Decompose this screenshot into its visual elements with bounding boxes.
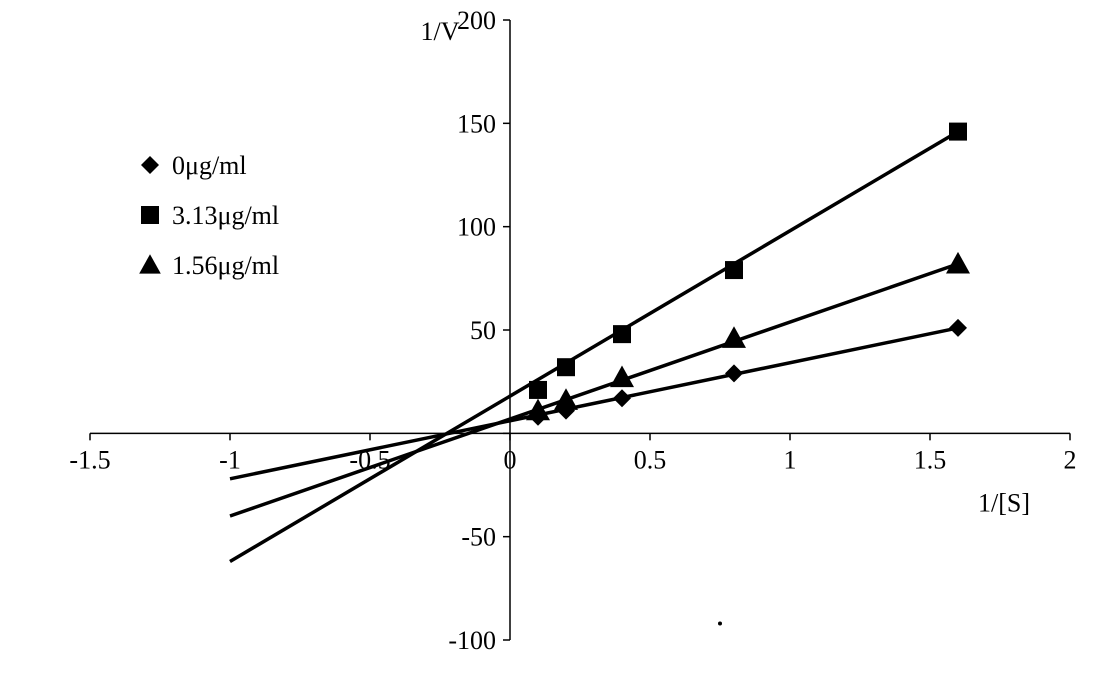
- data-point-diamond: [949, 319, 967, 337]
- x-tick-label: 0.5: [634, 445, 667, 474]
- data-point-square: [529, 381, 547, 399]
- x-tick-label: 1.5: [914, 445, 947, 474]
- legend-marker-triangle-icon: [139, 254, 161, 273]
- data-point-square: [557, 358, 575, 376]
- x-tick-label: -1.5: [69, 445, 110, 474]
- x-tick-label: -1: [219, 445, 241, 474]
- legend-marker-square-icon: [141, 206, 159, 224]
- data-point-triangle: [946, 252, 970, 274]
- legend-label: 0μg/ml: [172, 151, 247, 180]
- x-axis-label: 1/[S]: [978, 488, 1030, 517]
- data-point-square: [613, 325, 631, 343]
- x-tick-label: 1: [784, 445, 797, 474]
- y-tick-label: 50: [470, 316, 496, 345]
- y-tick-label: 100: [457, 213, 496, 242]
- data-point-triangle: [554, 388, 578, 410]
- data-point-triangle: [526, 399, 550, 421]
- chart-svg: -1.5-1-0.500.511.52-100-50501001502001/V…: [0, 0, 1118, 691]
- data-point-diamond: [725, 364, 743, 382]
- data-point-square: [725, 261, 743, 279]
- data-point-diamond: [613, 389, 631, 407]
- series-fit-line: [230, 328, 958, 479]
- y-tick-label: -50: [461, 523, 496, 552]
- legend-marker-diamond-icon: [141, 156, 159, 174]
- y-axis-label: 1/V: [421, 17, 460, 46]
- legend-label: 1.56μg/ml: [172, 251, 279, 280]
- legend-label: 3.13μg/ml: [172, 201, 279, 230]
- x-tick-label: 0: [504, 445, 517, 474]
- lineweaver-burk-chart: -1.5-1-0.500.511.52-100-50501001502001/V…: [0, 0, 1118, 691]
- y-tick-label: 200: [457, 6, 496, 35]
- y-tick-label: -100: [448, 626, 496, 655]
- x-tick-label: 2: [1064, 445, 1077, 474]
- y-tick-label: 150: [457, 109, 496, 138]
- stray-dot: [718, 621, 722, 625]
- series-fit-line: [230, 132, 958, 562]
- series-fit-line: [230, 264, 958, 516]
- data-point-square: [949, 123, 967, 141]
